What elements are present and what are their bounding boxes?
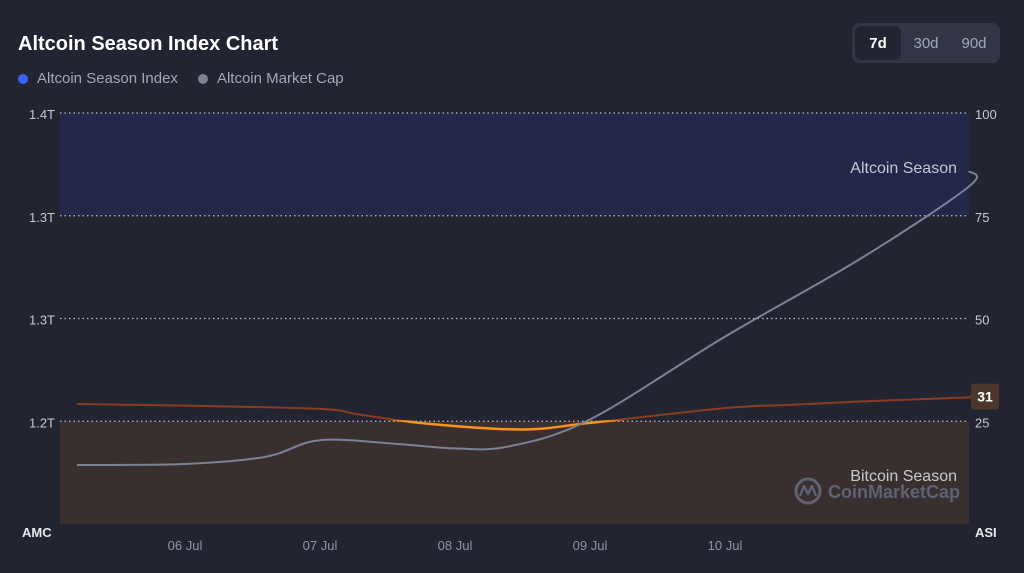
legend-dot-index [18, 73, 28, 84]
legend-item-index[interactable]: Altcoin Season Index [18, 70, 178, 87]
x-axis-tick: 10 Jul [708, 538, 743, 553]
chart-title: Altcoin Season Index Chart [18, 33, 279, 55]
left-axis-tick: 1.4T [29, 107, 55, 122]
legend-item-market-cap[interactable]: Altcoin Market Cap [197, 70, 344, 87]
current-value-badge [971, 383, 999, 410]
left-axis-tick: 1.3T [29, 210, 55, 225]
chart-legend: Altcoin Season Index Altcoin Market Cap [18, 70, 344, 87]
coinmarketcap-logo-mark [798, 484, 818, 497]
zone-band-bitcoin [60, 421, 969, 524]
legend-dot-market-cap [197, 73, 208, 84]
range-button-30d[interactable]: 30d [903, 26, 949, 60]
range-button-7d[interactable]: 7d [855, 26, 901, 60]
left-axis-tick: 1.2T [29, 415, 55, 430]
left-axis-tick: 1.3T [29, 313, 55, 328]
right-axis-tick: 75 [975, 210, 989, 225]
right-axis-label: ASI [975, 525, 997, 540]
x-axis-tick: 06 Jul [168, 538, 203, 553]
legend-label-index: Altcoin Season Index [37, 70, 178, 87]
legend-label-market-cap: Altcoin Market Cap [216, 70, 344, 87]
right-axis-tick: 50 [975, 313, 989, 328]
time-range-toggle: 7d 30d 90d [852, 23, 1000, 63]
x-axis-tick: 09 Jul [573, 538, 608, 553]
x-axis-tick: 07 Jul [303, 538, 338, 553]
series-line-season-index-highlight [389, 420, 625, 431]
current-value-text: 31 [977, 389, 993, 405]
zone-label-bitcoin: Bitcoin Season [850, 468, 957, 485]
left-axis-label: AMC [22, 525, 52, 540]
right-axis-tick: 25 [975, 415, 989, 430]
series-line-market-cap [76, 170, 978, 466]
watermark-text: CoinMarketCap [828, 482, 960, 502]
right-axis-tick: 100 [975, 107, 997, 122]
zone-band-altcoin [60, 113, 969, 216]
coinmarketcap-logo-icon [794, 477, 822, 505]
x-axis-tick: 08 Jul [438, 538, 473, 553]
zone-label-altcoin: Altcoin Season [850, 160, 957, 177]
range-button-90d[interactable]: 90d [951, 26, 997, 60]
